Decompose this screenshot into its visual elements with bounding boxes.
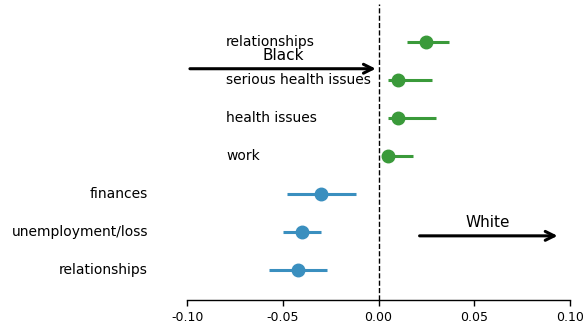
Text: Black: Black — [262, 48, 303, 63]
Text: finances: finances — [90, 187, 148, 201]
Text: relationships: relationships — [226, 35, 315, 49]
Text: relationships: relationships — [59, 263, 148, 277]
Text: health issues: health issues — [226, 111, 317, 125]
Text: White: White — [465, 215, 510, 230]
Text: unemployment/loss: unemployment/loss — [12, 225, 148, 239]
Text: serious health issues: serious health issues — [226, 73, 371, 87]
Text: work: work — [226, 149, 260, 163]
